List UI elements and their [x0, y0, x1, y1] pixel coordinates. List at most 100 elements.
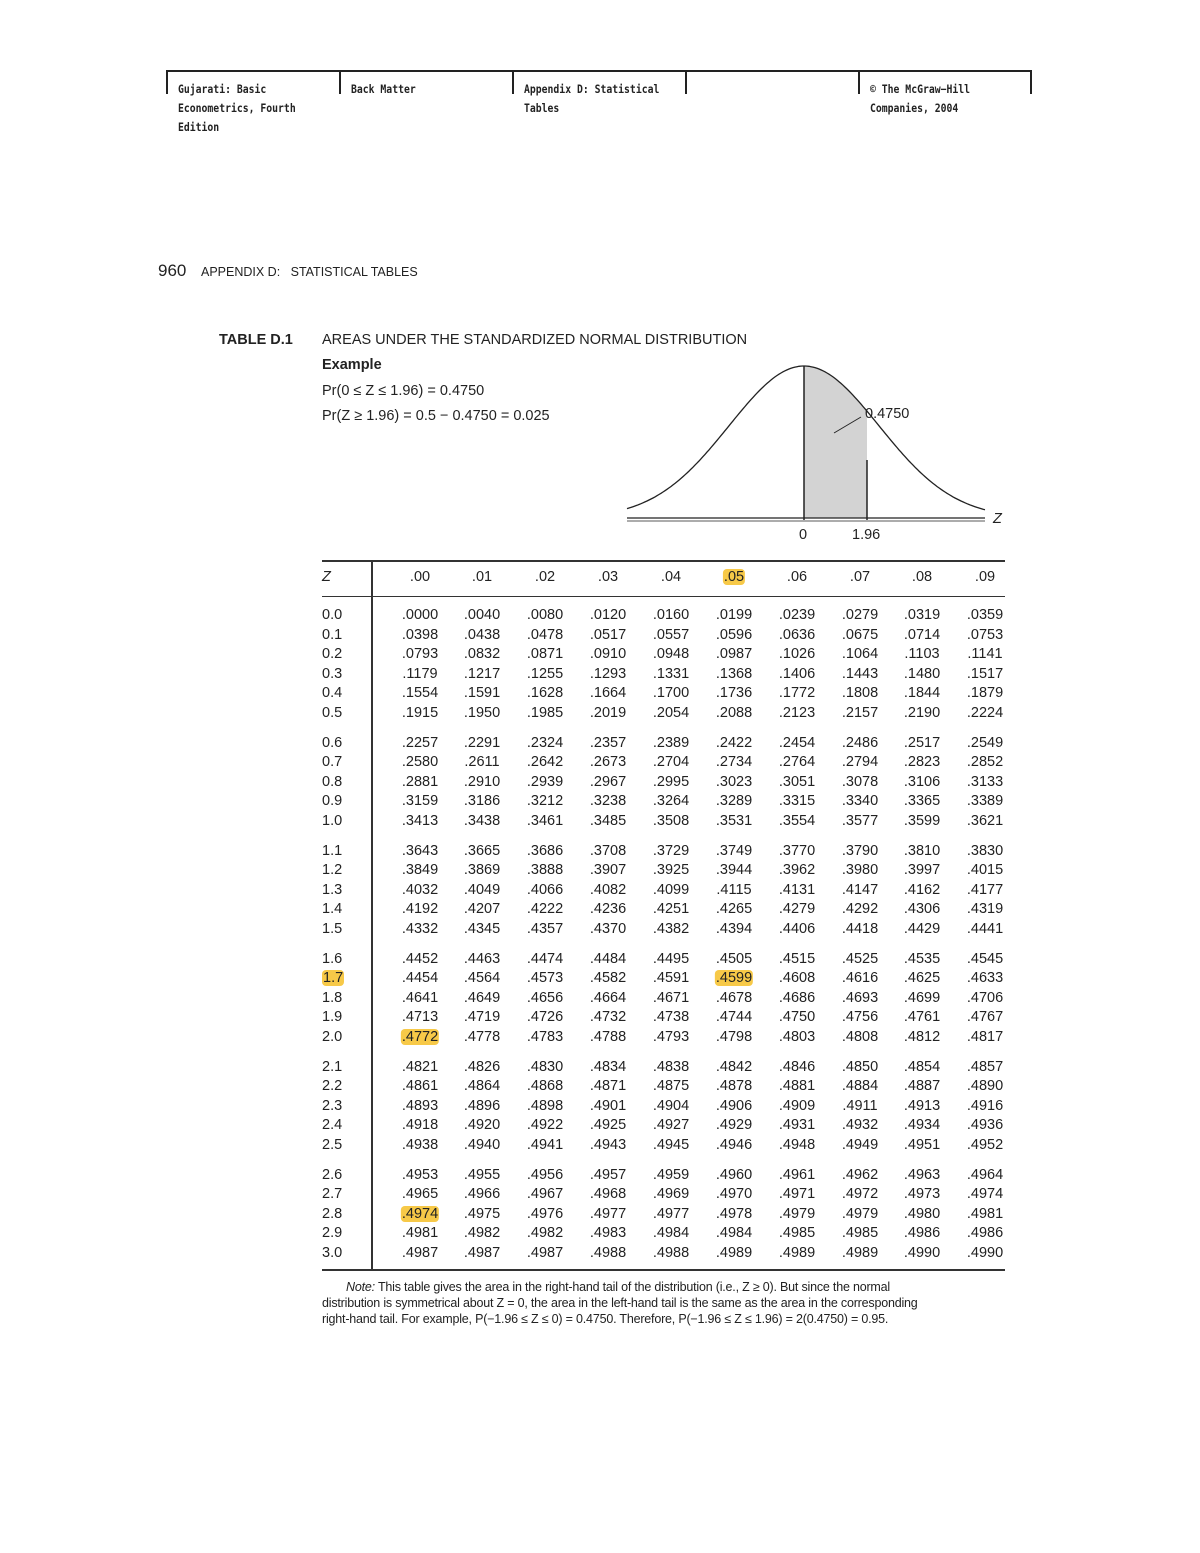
row-z-text: 3.0 — [322, 1245, 343, 1261]
example-heading: Example — [322, 357, 382, 373]
table-cell: .4983 — [590, 1225, 626, 1241]
cell-value: .4913 — [903, 1097, 941, 1114]
cell-value: .4854 — [903, 1058, 941, 1075]
cell-value: .3810 — [903, 842, 941, 859]
table-cell: .3238 — [590, 793, 626, 809]
table-cell: .2967 — [590, 774, 626, 790]
cell-value: .1103 — [904, 646, 940, 663]
cell-value: .3830 — [966, 842, 1004, 859]
table-cell: .4582 — [590, 970, 626, 986]
cell-value: .4868 — [526, 1078, 564, 1095]
table-cell: .4177 — [967, 882, 1003, 898]
cell-value: .0160 — [652, 607, 690, 623]
cell-value: .4850 — [841, 1058, 879, 1075]
table-cell: .3643 — [402, 843, 438, 859]
cell-value: .1141 — [967, 646, 1003, 663]
shaded-area — [804, 366, 867, 518]
row-z-text: 2.9 — [322, 1225, 343, 1242]
table-cell: .4115 — [716, 882, 751, 898]
table-cell: .4952 — [967, 1137, 1003, 1153]
table-cell: .4982 — [527, 1225, 563, 1241]
row-z-text: 0.1 — [322, 626, 343, 643]
cell-value: .4911 — [842, 1097, 878, 1114]
cell-value: .3159 — [401, 793, 439, 810]
cell-value: .1026 — [778, 646, 816, 663]
table-cell: .1368 — [716, 666, 752, 682]
cell-value: .2611 — [464, 754, 500, 771]
table-cell: .4979 — [842, 1206, 878, 1222]
table-cell: .4649 — [464, 990, 500, 1006]
cell-value: .1628 — [526, 685, 564, 702]
table-cell: .4988 — [590, 1245, 626, 1261]
table-cell: .4981 — [967, 1206, 1003, 1222]
table-cell: .4931 — [779, 1117, 815, 1133]
table-cell: .4916 — [967, 1098, 1003, 1114]
normal-curve — [626, 365, 986, 511]
table-cell: .3830 — [967, 843, 1003, 859]
cell-value: .1554 — [401, 685, 439, 702]
table-cell: .2549 — [967, 735, 1003, 751]
table-cell: .4936 — [967, 1117, 1003, 1133]
table-cell: .4222 — [527, 901, 563, 917]
table-cell: .4968 — [590, 1186, 626, 1202]
table-bottom-rule — [322, 1269, 1005, 1271]
table-cell: .4207 — [464, 901, 500, 917]
cell-value: .2324 — [526, 734, 564, 751]
table-cell: .3389 — [967, 793, 1003, 809]
table-cell: .4761 — [904, 1009, 940, 1025]
cell-value: .4778 — [463, 1029, 501, 1045]
table-cell: .4925 — [590, 1117, 626, 1133]
cell-value: .4973 — [903, 1186, 941, 1203]
cell-value: .4918 — [401, 1117, 439, 1134]
table-cell: .3962 — [779, 862, 815, 878]
cell-value: .3749 — [715, 842, 753, 859]
cell-value: .1293 — [589, 665, 627, 682]
cell-value: .4678 — [715, 989, 753, 1006]
table-cell: .3686 — [527, 843, 563, 859]
cell-value: .4881 — [778, 1078, 816, 1095]
cell-value: .4968 — [589, 1186, 627, 1203]
table-cell: .4778 — [464, 1029, 500, 1045]
cell-value: .3599 — [903, 813, 941, 829]
cell-value: .4744 — [715, 1009, 753, 1026]
table-cell: .4890 — [967, 1078, 1003, 1094]
normal-curve-figure — [626, 365, 986, 522]
cell-value: .4962 — [841, 1166, 879, 1183]
cell-value: .4706 — [966, 989, 1004, 1006]
cell-value: .4265 — [715, 901, 753, 918]
table-cell: .1293 — [590, 666, 626, 682]
table-cell: .3461 — [527, 813, 563, 829]
table-cell: .3665 — [464, 843, 500, 859]
cell-value: .2123 — [778, 705, 816, 721]
cell-value: .3365 — [903, 793, 941, 810]
table-cell: .4505 — [716, 951, 752, 967]
row-z-value: 0.7 — [322, 754, 342, 770]
table-cell: .1628 — [527, 685, 563, 701]
row-z-text: 1.2 — [322, 862, 343, 879]
cell-value: .4906 — [715, 1097, 753, 1114]
cell-value: .4608 — [778, 970, 816, 987]
cell-value: .2357 — [589, 734, 627, 751]
note-text-1: This table gives the area in the right-h… — [377, 1280, 890, 1294]
cell-value: .2734 — [715, 754, 753, 771]
cell-value: .4884 — [841, 1078, 879, 1095]
table-cell: .3944 — [716, 862, 752, 878]
cell-value: .4767 — [966, 1009, 1004, 1026]
cell-value: .3508 — [652, 813, 690, 829]
cell-value: .2642 — [526, 754, 564, 771]
table-cell: .4616 — [842, 970, 878, 986]
cell-value: .4922 — [526, 1117, 564, 1134]
table-cell: .2794 — [842, 754, 878, 770]
cell-value: .4952 — [966, 1137, 1004, 1153]
table-cell: .0987 — [716, 646, 752, 662]
table-cell: .4987 — [527, 1245, 563, 1261]
cell-value: .4901 — [589, 1097, 627, 1114]
table-cell: .4861 — [402, 1078, 438, 1094]
table-cell: .4332 — [402, 921, 438, 937]
cell-value: .4222 — [526, 901, 564, 918]
cell-value: .2794 — [841, 754, 879, 771]
cell-value: .4931 — [778, 1117, 816, 1134]
cell-value: .2580 — [401, 754, 439, 771]
table-cell: .4812 — [904, 1029, 940, 1045]
table-cell: .2019 — [590, 705, 626, 721]
